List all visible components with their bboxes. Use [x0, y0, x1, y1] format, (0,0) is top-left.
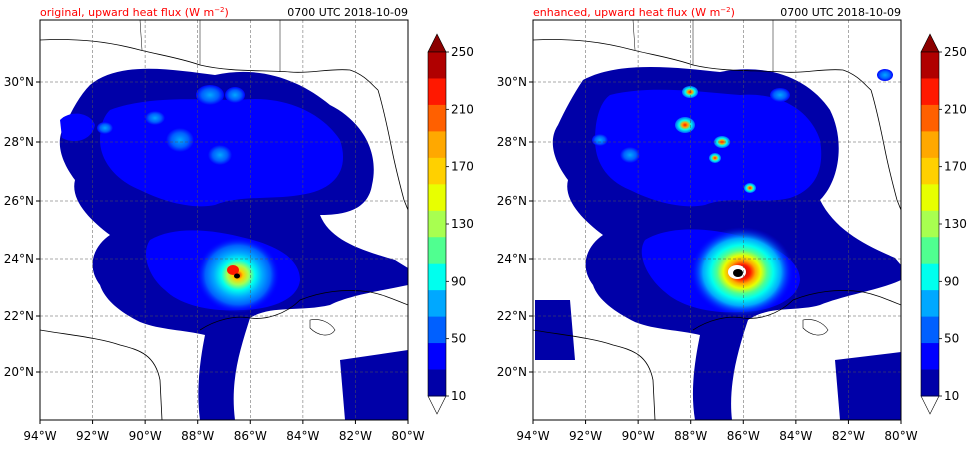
- y-tick-label: 26°N: [4, 194, 34, 208]
- x-tick-label: 88°W: [674, 429, 707, 443]
- x-tick-label: 94°W: [23, 429, 56, 443]
- colorbar-segment: [921, 52, 939, 79]
- map-field: [533, 20, 901, 420]
- x-tick-label: 84°W: [286, 429, 319, 443]
- x-tick-label: 82°W: [339, 429, 372, 443]
- panel-time: 0700 UTC 2018-10-09: [287, 6, 408, 19]
- colorbar-label: 210: [944, 102, 967, 116]
- colorbar-segment: [921, 316, 939, 344]
- x-tick-label: 82°W: [832, 429, 865, 443]
- colorbar-segment: [921, 131, 939, 159]
- panel-time: 0700 UTC 2018-10-09: [780, 6, 901, 19]
- colorbar-segment: [428, 78, 446, 106]
- colorbar-segment: [428, 316, 446, 344]
- colorbar-label: 170: [944, 160, 967, 174]
- colorbar-label: 50: [451, 332, 466, 346]
- y-tick-label: 30°N: [497, 75, 527, 89]
- y-tick-label: 26°N: [497, 194, 527, 208]
- x-tick-label: 92°W: [76, 429, 109, 443]
- colorbar-segment: [428, 210, 446, 238]
- x-tick-label: 94°W: [516, 429, 549, 443]
- y-axis-ticks: 30°N 28°N 26°N 24°N 22°N 20°N: [4, 75, 40, 379]
- y-tick-label: 24°N: [497, 252, 527, 266]
- colorbar-label: 210: [451, 102, 474, 116]
- colorbar: 250 210 170 130 90 50 10: [920, 33, 967, 415]
- y-tick-label: 22°N: [4, 309, 34, 323]
- colorbar-segment: [428, 343, 446, 371]
- colorbar-label: 130: [944, 217, 967, 231]
- x-tick-label: 88°W: [181, 429, 214, 443]
- colorbar-segment: [921, 343, 939, 371]
- x-tick-label: 90°W: [129, 429, 162, 443]
- panel-title: enhanced, upward heat flux (W m−2): [533, 6, 735, 19]
- y-tick-label: 28°N: [4, 135, 34, 149]
- colorbar-label: 10: [944, 389, 959, 403]
- colorbar-label: 250: [451, 45, 474, 59]
- colorbar-segment: [921, 157, 939, 185]
- colorbar-label: 50: [944, 332, 959, 346]
- colorbar-segment: [428, 369, 446, 397]
- colorbar-segment: [428, 263, 446, 291]
- colorbar-label: 10: [451, 389, 466, 403]
- colorbar-label: 130: [451, 217, 474, 231]
- y-tick-label: 20°N: [4, 365, 34, 379]
- x-axis-ticks: 94°W 92°W 90°W 88°W 86°W 84°W 82°W 80°W: [516, 420, 918, 443]
- colorbar-segment: [428, 104, 446, 132]
- colorbar-label: 90: [944, 274, 959, 288]
- y-tick-label: 30°N: [4, 75, 34, 89]
- colorbar-extend-bottom: [920, 395, 940, 415]
- y-tick-label: 28°N: [497, 135, 527, 149]
- colorbar-segment: [428, 131, 446, 159]
- map-field: [40, 20, 408, 420]
- colorbar-segment: [428, 184, 446, 212]
- panel-enhanced: enhanced, upward heat flux (W m−2) 0700 …: [497, 6, 967, 443]
- y-axis-ticks: 30°N 28°N 26°N 24°N 22°N 20°N: [497, 75, 533, 379]
- colorbar-segment: [921, 290, 939, 318]
- x-tick-label: 86°W: [727, 429, 760, 443]
- panel-title: original, upward heat flux (W m−2): [40, 6, 229, 19]
- colorbar-extend-bottom: [427, 395, 447, 415]
- panel-original: original, upward heat flux (W m−2) 0700 …: [4, 6, 474, 443]
- y-tick-label: 20°N: [497, 365, 527, 379]
- colorbar: 250 210 170 130 90 50 10: [427, 33, 474, 415]
- colorbar-segment: [428, 290, 446, 318]
- colorbar-label: 170: [451, 160, 474, 174]
- x-tick-label: 80°W: [391, 429, 424, 443]
- y-tick-label: 24°N: [4, 252, 34, 266]
- colorbar-segment: [428, 52, 446, 79]
- colorbar-segment: [921, 210, 939, 238]
- colorbar-extend-top: [920, 33, 940, 53]
- colorbar-label: 90: [451, 274, 466, 288]
- colorbar-segment: [921, 369, 939, 397]
- colorbar-segment: [921, 78, 939, 106]
- colorbar-segment: [921, 104, 939, 132]
- x-tick-label: 86°W: [234, 429, 267, 443]
- colorbar-segment: [921, 184, 939, 212]
- x-tick-label: 80°W: [884, 429, 917, 443]
- colorbar-segment: [921, 237, 939, 265]
- colorbar-segment: [428, 157, 446, 185]
- x-tick-label: 84°W: [779, 429, 812, 443]
- colorbar-extend-top: [427, 33, 447, 53]
- y-tick-label: 22°N: [497, 309, 527, 323]
- x-tick-label: 92°W: [569, 429, 602, 443]
- colorbar-segment: [428, 237, 446, 265]
- colorbar-label: 250: [944, 45, 967, 59]
- colorbar-segment: [921, 263, 939, 291]
- x-tick-label: 90°W: [622, 429, 655, 443]
- x-axis-ticks: 94°W 92°W 90°W 88°W 86°W 84°W 82°W 80°W: [23, 420, 425, 443]
